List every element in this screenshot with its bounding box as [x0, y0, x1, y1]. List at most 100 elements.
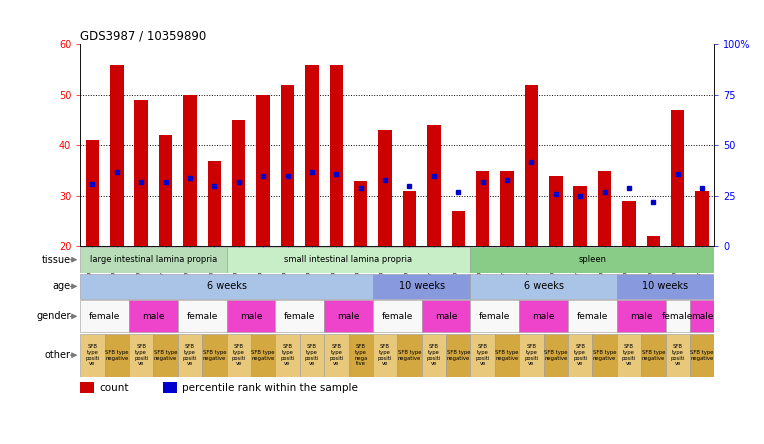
- Bar: [397, 334, 422, 377]
- Bar: [471, 334, 495, 377]
- Bar: [154, 334, 178, 377]
- Text: SFB type
negative: SFB type negative: [251, 350, 275, 361]
- Text: SFB
type
positi
ve: SFB type positi ve: [280, 344, 295, 366]
- Bar: [232, 120, 245, 246]
- Bar: [275, 334, 299, 377]
- Text: female: female: [577, 312, 608, 321]
- Bar: [348, 334, 373, 377]
- Bar: [324, 301, 373, 332]
- Bar: [378, 130, 392, 246]
- Text: percentile rank within the sample: percentile rank within the sample: [182, 383, 358, 393]
- Bar: [80, 247, 227, 273]
- Text: tissue: tissue: [41, 255, 71, 265]
- Bar: [422, 301, 471, 332]
- Bar: [446, 334, 471, 377]
- Bar: [354, 181, 367, 246]
- Text: SFB
type
positi
ve: SFB type positi ve: [305, 344, 319, 366]
- Text: SFB type
negative: SFB type negative: [495, 350, 519, 361]
- Bar: [452, 211, 465, 246]
- Bar: [568, 334, 592, 377]
- Text: SFB
type
positi
ve: SFB type positi ve: [524, 344, 539, 366]
- Bar: [373, 301, 422, 332]
- Bar: [671, 110, 685, 246]
- Text: spleen: spleen: [578, 255, 607, 264]
- Text: female: female: [284, 312, 316, 321]
- Bar: [690, 334, 714, 377]
- Bar: [129, 334, 154, 377]
- Bar: [520, 301, 568, 332]
- Text: SFB
type
positi
ve: SFB type positi ve: [134, 344, 148, 366]
- Bar: [305, 64, 319, 246]
- Bar: [549, 176, 562, 246]
- Bar: [257, 95, 270, 246]
- Bar: [427, 125, 441, 246]
- Bar: [110, 64, 124, 246]
- Text: other: other: [45, 350, 71, 360]
- Bar: [617, 301, 665, 332]
- Text: SFB
type
positi
ve: SFB type positi ve: [329, 344, 344, 366]
- Text: male: male: [691, 312, 714, 321]
- Bar: [471, 247, 714, 273]
- Bar: [80, 274, 373, 299]
- Bar: [646, 236, 660, 246]
- Text: SFB
type
positi
ve: SFB type positi ve: [671, 344, 685, 366]
- Bar: [695, 191, 709, 246]
- Bar: [129, 301, 178, 332]
- Bar: [251, 334, 275, 377]
- Bar: [690, 301, 714, 332]
- Text: SFB
type
positi
ve: SFB type positi ve: [426, 344, 441, 366]
- Bar: [275, 301, 324, 332]
- Text: 6 weeks: 6 weeks: [523, 281, 564, 291]
- Text: age: age: [53, 281, 71, 291]
- Bar: [163, 382, 176, 393]
- Bar: [227, 247, 471, 273]
- Bar: [202, 334, 227, 377]
- Text: male: male: [240, 312, 262, 321]
- Text: SFB type
negative: SFB type negative: [446, 350, 470, 361]
- Bar: [500, 170, 513, 246]
- Bar: [641, 334, 665, 377]
- Bar: [178, 334, 202, 377]
- Text: SFB
type
nega
tive: SFB type nega tive: [354, 344, 367, 366]
- Bar: [471, 301, 520, 332]
- Text: 6 weeks: 6 weeks: [206, 281, 247, 291]
- Text: SFB
type
positi
ve: SFB type positi ve: [378, 344, 392, 366]
- Bar: [178, 301, 227, 332]
- Bar: [622, 201, 636, 246]
- Bar: [598, 170, 611, 246]
- Text: female: female: [186, 312, 218, 321]
- Bar: [208, 161, 221, 246]
- Text: female: female: [479, 312, 510, 321]
- Text: 10 weeks: 10 weeks: [643, 281, 688, 291]
- Text: SFB
type
positi
ve: SFB type positi ve: [573, 344, 588, 366]
- Text: gender: gender: [36, 311, 71, 321]
- Bar: [281, 85, 294, 246]
- Text: count: count: [99, 383, 129, 393]
- Bar: [80, 382, 94, 393]
- Bar: [134, 100, 148, 246]
- Bar: [665, 301, 690, 332]
- Bar: [665, 334, 690, 377]
- Bar: [422, 334, 446, 377]
- Text: female: female: [662, 312, 694, 321]
- Bar: [544, 334, 568, 377]
- Text: male: male: [142, 312, 164, 321]
- Bar: [324, 334, 348, 377]
- Bar: [299, 334, 324, 377]
- Text: male: male: [533, 312, 555, 321]
- Bar: [617, 334, 641, 377]
- Bar: [568, 301, 617, 332]
- Bar: [471, 274, 617, 299]
- Bar: [329, 64, 343, 246]
- Bar: [495, 334, 520, 377]
- Text: SFB type
negative: SFB type negative: [154, 350, 177, 361]
- Bar: [373, 334, 397, 377]
- Bar: [86, 140, 99, 246]
- Text: SFB type
negative: SFB type negative: [593, 350, 617, 361]
- Bar: [403, 191, 416, 246]
- Text: large intestinal lamina propria: large intestinal lamina propria: [89, 255, 217, 264]
- Text: SFB type
negative: SFB type negative: [202, 350, 226, 361]
- Text: SFB
type
positi
ve: SFB type positi ve: [475, 344, 490, 366]
- Text: GDS3987 / 10359890: GDS3987 / 10359890: [80, 29, 206, 42]
- Bar: [80, 301, 129, 332]
